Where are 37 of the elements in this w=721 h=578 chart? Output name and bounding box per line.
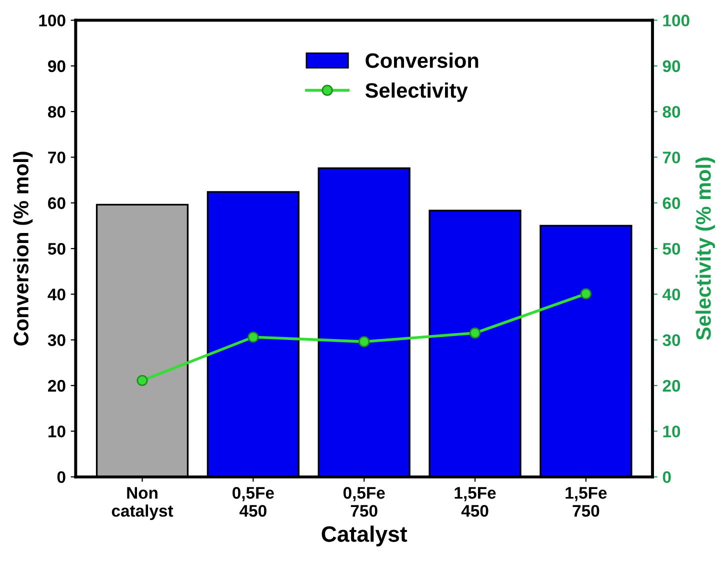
x-tick-label: 0,5Fe 450	[232, 487, 274, 517]
y2-tick-label: 100	[663, 14, 690, 26]
point	[248, 332, 259, 343]
y-tick-label: 20	[48, 380, 66, 392]
y2-tick-label: 90	[662, 60, 680, 72]
x-tick-label: 1,5Fe 450	[454, 487, 496, 517]
x-tick-label: 1,5Fe 750	[566, 487, 607, 517]
y-tick-label: 50	[48, 242, 66, 255]
y2-tick-label: 60	[662, 197, 680, 210]
point	[358, 336, 370, 348]
y2-tick-label: 40	[662, 288, 680, 300]
y-tick-label: 90	[48, 60, 66, 72]
legend-label: Selectivity	[365, 82, 468, 102]
y-tick-label: 0	[57, 471, 66, 484]
legend-label: Conversion	[366, 52, 478, 68]
y-tick-label: 40	[48, 288, 66, 300]
y2-tick-label: 80	[662, 106, 680, 118]
x-tick-label: 0,5Fe 750	[343, 487, 385, 517]
point	[469, 327, 481, 339]
y2-tick-label: 0	[662, 471, 671, 484]
y2-tick-label: 30	[662, 334, 680, 346]
y2-tick-label: 70	[662, 152, 680, 164]
y-tick-label: 10	[48, 426, 66, 438]
y-tick-label: 60	[48, 197, 66, 210]
x-axis-title: Catalyst	[322, 526, 408, 546]
x-tick-label: Non catalyst	[112, 487, 174, 520]
y-axis-title: Conversion (% mol)	[13, 152, 33, 346]
point	[580, 288, 592, 300]
y2-axis-title: Selectivity (% mol)	[696, 158, 716, 340]
y-tick-label: 70	[48, 152, 66, 164]
y2-tick-label: 50	[662, 242, 680, 255]
y-tick-label: 100	[39, 14, 66, 26]
point	[136, 374, 148, 386]
y2-tick-label: 20	[662, 380, 680, 392]
y-tick-label: 80	[48, 106, 66, 118]
y-tick-label: 30	[48, 334, 66, 346]
y2-tick-label: 10	[663, 426, 680, 438]
